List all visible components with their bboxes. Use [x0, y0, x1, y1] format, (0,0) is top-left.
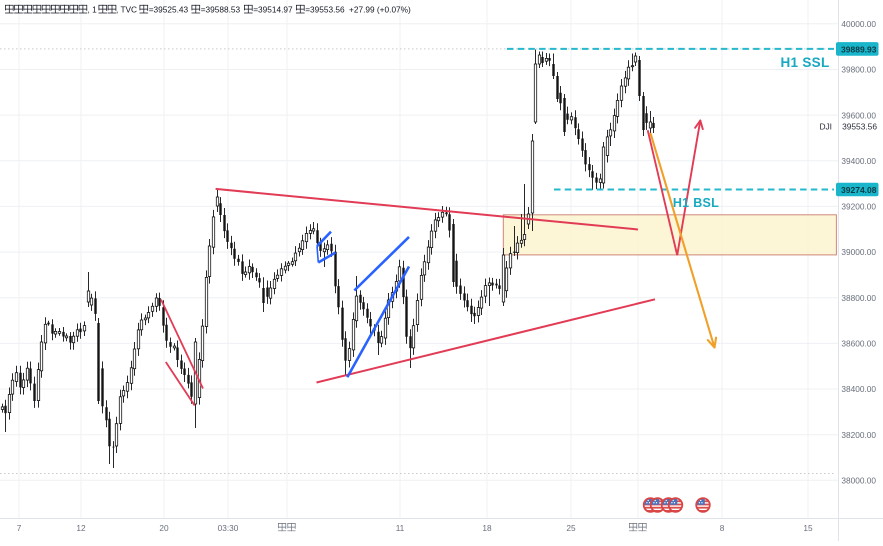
svg-text:=39525.43: =39525.43 [149, 5, 189, 15]
svg-text:40000.00: 40000.00 [841, 19, 876, 29]
svg-text:38600.00: 38600.00 [841, 339, 876, 349]
svg-text:38400.00: 38400.00 [841, 384, 876, 394]
svg-text:, 1: , 1 [88, 5, 98, 15]
svg-text:11: 11 [396, 523, 405, 533]
svg-text:H1 BSL: H1 BSL [673, 196, 719, 210]
svg-text:38200.00: 38200.00 [841, 430, 876, 440]
svg-text:12: 12 [76, 523, 86, 533]
svg-text:39553.56: 39553.56 [842, 121, 877, 131]
svg-text:+27.99 (+0.07%): +27.99 (+0.07%) [349, 5, 411, 15]
svg-text:=39553.56: =39553.56 [305, 5, 345, 15]
svg-text:15: 15 [803, 523, 813, 533]
svg-text:39800.00: 39800.00 [841, 65, 876, 75]
svg-text:=39514.97: =39514.97 [253, 5, 293, 15]
svg-text:39274.08: 39274.08 [841, 185, 877, 195]
svg-text:39000.00: 39000.00 [841, 247, 876, 257]
svg-text:=39588.53: =39588.53 [201, 5, 241, 15]
svg-text:39600.00: 39600.00 [841, 110, 876, 120]
svg-text:, TVC: , TVC [116, 5, 137, 15]
svg-text:03:30: 03:30 [218, 523, 239, 533]
svg-text:H1 SSL: H1 SSL [780, 55, 829, 70]
svg-text:39889.93: 39889.93 [841, 44, 877, 54]
svg-text:38800.00: 38800.00 [841, 293, 876, 303]
svg-text:25: 25 [566, 523, 576, 533]
svg-text:7: 7 [17, 523, 22, 533]
svg-text:8: 8 [720, 523, 725, 533]
svg-text:39200.00: 39200.00 [841, 202, 876, 212]
svg-text:DJI: DJI [819, 121, 832, 131]
svg-text:39400.00: 39400.00 [841, 156, 876, 166]
svg-text:38000.00: 38000.00 [841, 476, 876, 486]
svg-text:18: 18 [482, 523, 492, 533]
svg-text:20: 20 [159, 523, 169, 533]
